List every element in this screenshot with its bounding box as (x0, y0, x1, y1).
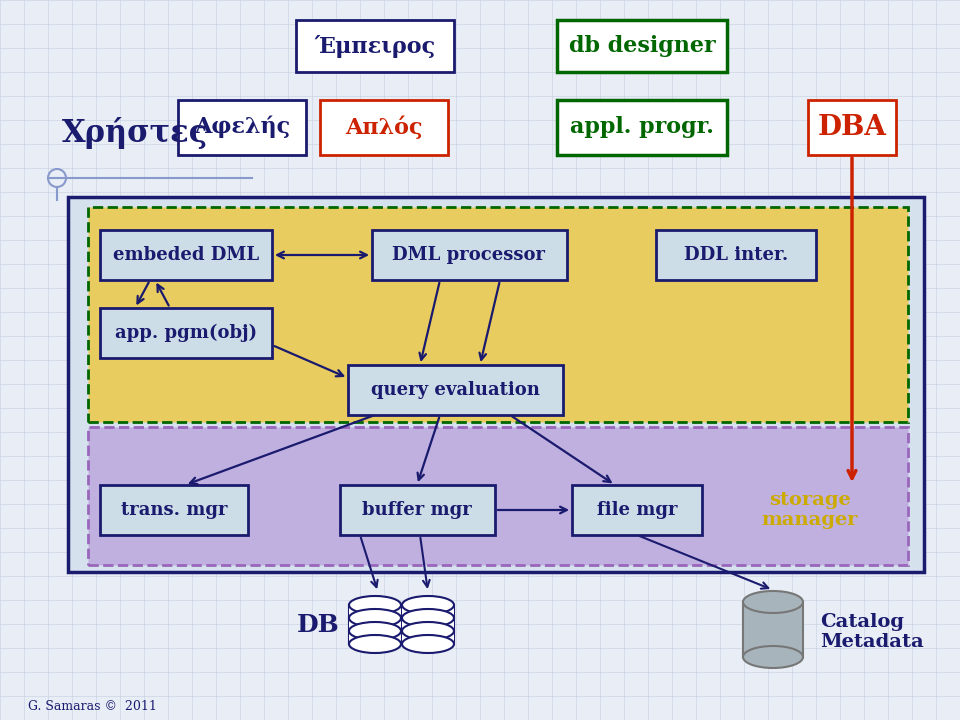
Bar (88, 427, 908, 565)
Ellipse shape (743, 591, 803, 613)
Text: embeded DML: embeded DML (113, 246, 259, 264)
Text: Απλός: Απλός (346, 115, 422, 139)
Bar (402, 605, 454, 618)
Bar (178, 100, 306, 155)
Bar (743, 602, 803, 657)
Bar (372, 230, 567, 280)
Bar (100, 230, 272, 280)
Text: Χρήστες: Χρήστες (62, 117, 208, 149)
Bar (100, 308, 272, 358)
Ellipse shape (349, 635, 401, 653)
Ellipse shape (349, 596, 401, 614)
Text: Αφελής: Αφελής (194, 116, 290, 138)
Bar (402, 631, 454, 644)
Ellipse shape (402, 622, 454, 640)
Bar (349, 631, 401, 644)
Ellipse shape (349, 622, 401, 640)
Bar (100, 485, 248, 535)
Ellipse shape (402, 596, 454, 614)
Text: storage
manager: storage manager (761, 490, 858, 529)
Ellipse shape (743, 646, 803, 668)
Text: buffer mgr: buffer mgr (362, 501, 472, 519)
Bar (68, 197, 924, 572)
Text: G. Samaras ©  2011: G. Samaras © 2011 (28, 700, 156, 713)
Text: DB: DB (297, 613, 340, 637)
Bar (349, 605, 401, 618)
Bar (88, 207, 908, 422)
Text: app. pgm(obj): app. pgm(obj) (115, 324, 257, 342)
Bar (808, 100, 896, 155)
Bar (320, 100, 448, 155)
Text: DBA: DBA (818, 114, 886, 140)
Bar (557, 100, 727, 155)
Text: DML processor: DML processor (393, 246, 545, 264)
Ellipse shape (402, 609, 454, 627)
Text: query evaluation: query evaluation (371, 381, 540, 399)
Text: db designer: db designer (568, 35, 715, 57)
Bar (656, 230, 816, 280)
Ellipse shape (349, 609, 401, 627)
Bar (402, 618, 454, 631)
Text: appl. progr.: appl. progr. (570, 116, 714, 138)
Text: Catalog
Metadata: Catalog Metadata (820, 613, 924, 652)
Ellipse shape (402, 635, 454, 653)
Text: file mgr: file mgr (597, 501, 677, 519)
Bar (296, 20, 454, 72)
Text: DDL inter.: DDL inter. (684, 246, 788, 264)
Text: trans. mgr: trans. mgr (121, 501, 228, 519)
Bar (572, 485, 702, 535)
Bar (340, 485, 495, 535)
Bar (557, 20, 727, 72)
Bar (349, 618, 401, 631)
Text: Έμπειρος: Έμπειρος (315, 35, 436, 58)
Bar (348, 365, 563, 415)
